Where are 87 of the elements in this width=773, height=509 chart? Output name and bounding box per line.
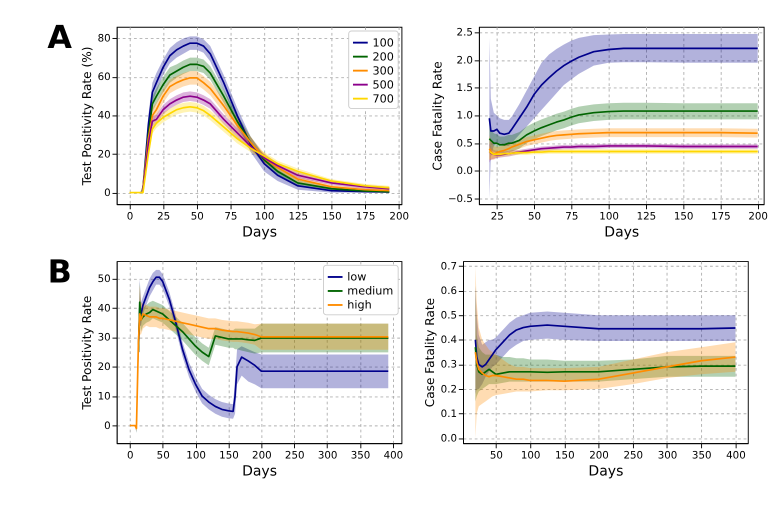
x-tick-label: 100 xyxy=(520,450,540,462)
x-tick-label: 200 xyxy=(748,210,768,223)
y-tick-label: 0.3 xyxy=(440,358,457,371)
y-tick-label: 20 xyxy=(98,148,111,160)
y-tick-label: 0.0 xyxy=(440,432,457,444)
y-axis-title: Case Fatality Rate xyxy=(423,298,438,408)
x-tick-label: 75 xyxy=(224,210,238,223)
x-tick-label: 175 xyxy=(356,210,376,223)
y-tick-label: 60 xyxy=(98,71,111,84)
text: A xyxy=(47,20,72,56)
legend-label: 700 xyxy=(372,92,394,106)
x-tick-label: 50 xyxy=(490,450,503,462)
text: B xyxy=(48,254,72,291)
y-axis-title: Case Fatality Rate xyxy=(430,61,444,171)
y-tick-label: 50 xyxy=(98,272,111,285)
x-tick-label: 400 xyxy=(726,450,746,462)
x-tick-label: 25 xyxy=(157,210,170,223)
y-tick-label: 0.6 xyxy=(440,284,457,297)
x-tick-label: 0 xyxy=(127,450,134,462)
x-axis-title: Days xyxy=(242,463,278,480)
line-series xyxy=(474,351,736,382)
x-tick-label: 150 xyxy=(322,210,342,223)
line-series xyxy=(138,301,390,358)
x-tick-label: 400 xyxy=(384,450,404,462)
line-series xyxy=(488,48,759,136)
x-tick-label: 100 xyxy=(254,210,274,223)
y-tick-label: 40 xyxy=(98,302,111,314)
x-tick-label: 125 xyxy=(288,210,308,223)
x-tick-label: 175 xyxy=(711,210,731,223)
y-tick-label: 0.7 xyxy=(440,260,457,272)
x-tick-label: 25 xyxy=(490,210,504,223)
x-tick-label: 300 xyxy=(658,450,678,462)
x-tick-label: 150 xyxy=(674,210,694,223)
y-tick-label: 0.0 xyxy=(456,165,473,178)
y-axis-title: Test Positivity Rate xyxy=(80,296,94,411)
legend-label: 200 xyxy=(372,50,394,64)
legend-label: 500 xyxy=(372,78,394,92)
x-tick-label: 350 xyxy=(350,450,370,462)
y-tick-label: 1.5 xyxy=(456,82,473,94)
legend-label: 100 xyxy=(372,36,394,50)
y-tick-label: 0.5 xyxy=(440,309,457,322)
x-tick-label: 350 xyxy=(692,450,712,462)
y-tick-label: 30 xyxy=(98,332,111,344)
y-tick-label: 1.0 xyxy=(456,110,473,122)
y-tick-label: 0.5 xyxy=(456,137,473,150)
x-tick-label: 100 xyxy=(599,210,619,223)
y-tick-label: 0 xyxy=(104,420,111,432)
x-tick-label: 150 xyxy=(219,450,239,462)
x-tick-label: 250 xyxy=(623,450,644,462)
x-tick-label: 50 xyxy=(156,450,170,462)
y-tick-label: 40 xyxy=(98,110,111,122)
y-tick-label: 0.1 xyxy=(440,408,457,420)
line-series xyxy=(129,313,390,430)
y-tick-label: 80 xyxy=(98,32,111,45)
x-tick-label: 250 xyxy=(284,450,305,462)
x-tick-label: 200 xyxy=(589,450,609,462)
x-tick-label: 50 xyxy=(190,210,204,223)
y-tick-label: 10 xyxy=(98,390,111,402)
x-tick-label: 200 xyxy=(252,450,272,462)
line-series xyxy=(474,324,736,368)
x-tick-label: 50 xyxy=(528,210,542,223)
x-tick-label: 125 xyxy=(636,210,656,223)
y-tick-label: 0.4 xyxy=(440,334,457,346)
y-tick-label: 2.0 xyxy=(456,54,473,66)
x-axis-title: Days xyxy=(588,463,624,480)
x-tick-label: 200 xyxy=(389,210,409,223)
x-tick-label: 75 xyxy=(565,210,578,223)
x-tick-label: 100 xyxy=(186,450,206,462)
x-tick-label: 150 xyxy=(555,450,575,462)
x-axis-title: Days xyxy=(242,224,278,240)
x-axis-title: Days xyxy=(604,224,640,240)
line-series xyxy=(474,346,736,376)
y-tick-label: 20 xyxy=(98,361,111,374)
line-series xyxy=(488,132,759,156)
x-tick-label: 300 xyxy=(318,450,338,462)
y-tick-label: 2.5 xyxy=(456,26,473,39)
legend-label: low xyxy=(347,270,366,284)
line-series xyxy=(488,145,759,156)
y-tick-label: 0 xyxy=(104,186,111,199)
legend-label: high xyxy=(347,298,372,312)
legend-label: medium xyxy=(347,284,394,298)
x-tick-label: 0 xyxy=(126,210,134,223)
legend-label: 300 xyxy=(372,64,394,78)
y-tick-label: −0.5 xyxy=(448,192,473,205)
y-axis-title: Test Positivity Rate (%) xyxy=(80,46,94,186)
y-tick-label: 0.2 xyxy=(440,383,457,396)
line-series xyxy=(488,110,759,146)
